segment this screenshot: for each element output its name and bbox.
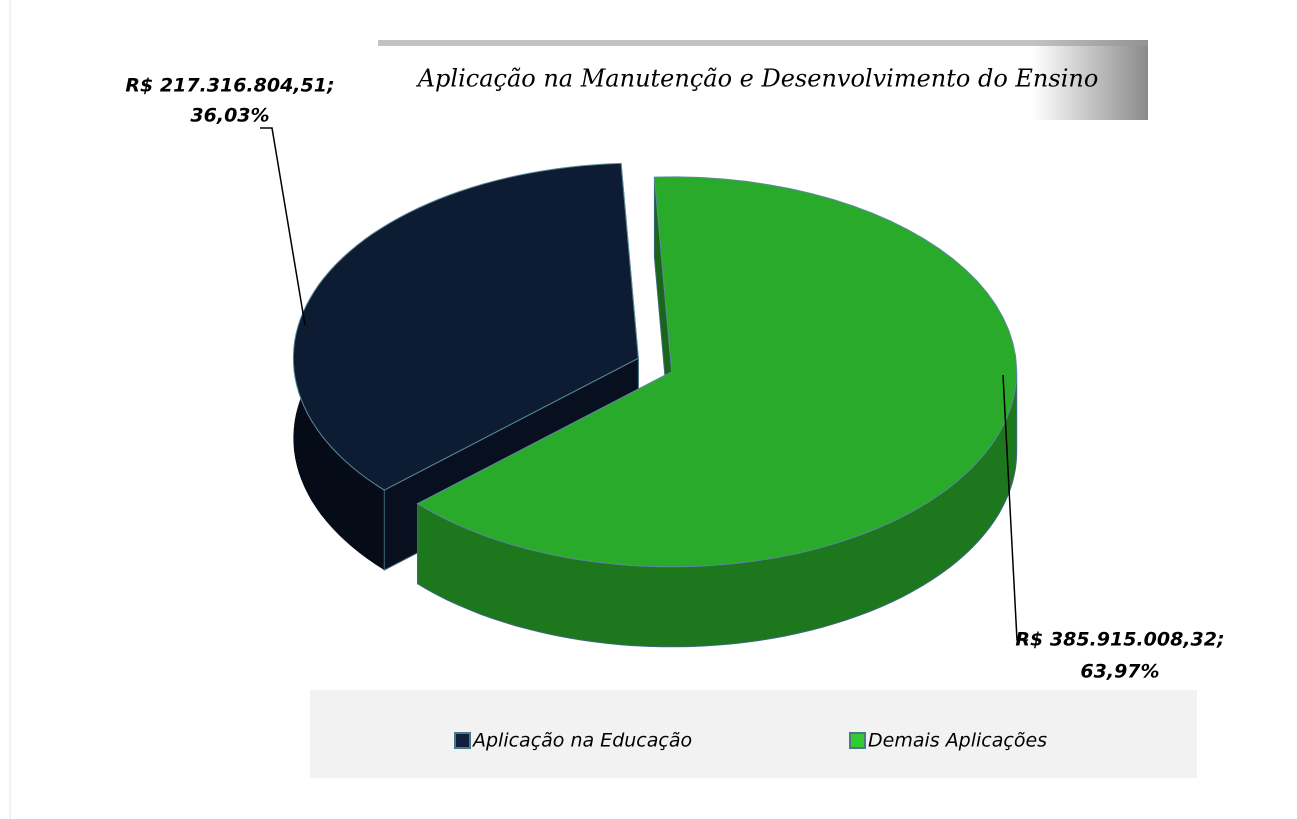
title-box bbox=[378, 40, 1148, 120]
data-label: 63,97% bbox=[1080, 661, 1159, 683]
leader-line bbox=[1002, 374, 1028, 641]
legend-label: Aplicação na Educação bbox=[471, 730, 692, 752]
legend-marker bbox=[849, 732, 866, 749]
slice bbox=[416, 176, 1018, 568]
legend-label: Demais Aplicações bbox=[868, 730, 1047, 752]
leader-line bbox=[260, 127, 306, 326]
slice bbox=[292, 162, 639, 491]
title-shadow bbox=[378, 40, 1148, 46]
legend-marker bbox=[454, 732, 471, 749]
data-label: R$ 385.915.008,32; bbox=[1015, 629, 1224, 651]
data-label: 36,03% bbox=[190, 105, 269, 127]
legend-box bbox=[310, 690, 1197, 778]
data-label: R$ 217.316.804,51; bbox=[125, 75, 334, 97]
chart-title: Aplicação na Manutenção e Desenvolviment… bbox=[416, 65, 1099, 93]
